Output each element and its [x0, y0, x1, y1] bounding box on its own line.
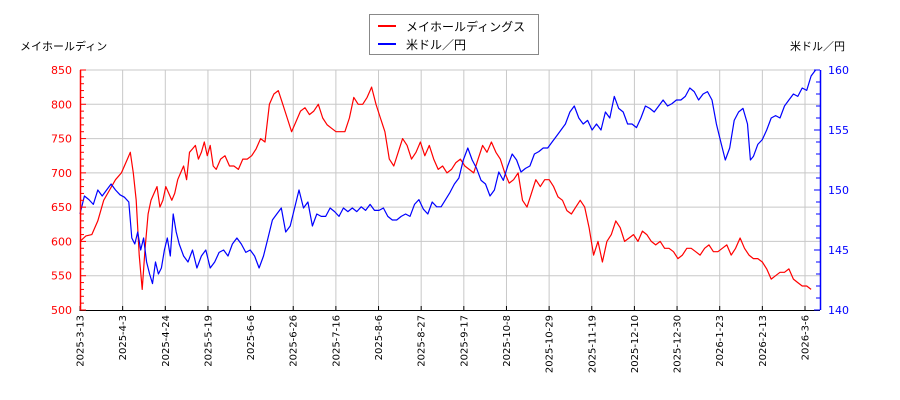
x-tick-label: 2025-8-6 — [374, 315, 385, 360]
x-tick-label: 2025-10-8 — [502, 315, 513, 367]
left-tick-label: 550 — [51, 270, 72, 283]
x-tick-label: 2025-8-27 — [417, 315, 428, 367]
legend-label-usdjpy: 米ドル／円 — [406, 37, 467, 52]
legend-item-stock: メイホールディングス — [378, 18, 525, 34]
x-tick-label: 2025-3-13 — [76, 315, 87, 367]
left-tick-label: 850 — [51, 64, 72, 77]
left-tick-label: 650 — [51, 201, 72, 214]
left-axis-title: メイホールディン — [20, 40, 108, 53]
x-tick-label: 2026-1-23 — [715, 315, 726, 367]
series-line-stock — [79, 86, 812, 290]
x-tick-label: 2025-6-26 — [289, 315, 300, 367]
legend: メイホールディングス 米ドル／円 — [369, 14, 539, 55]
left-tick-label: 500 — [51, 304, 72, 317]
right-tick-label: 150 — [828, 184, 849, 197]
legend-item-usdjpy: 米ドル／円 — [378, 36, 466, 52]
left-tick-label: 700 — [51, 167, 72, 180]
x-tick-label: 2025-7-16 — [331, 315, 342, 367]
x-tick-label: 2025-6-6 — [246, 315, 257, 360]
x-tick-label: 2026-3-6 — [801, 315, 812, 360]
x-tick-label: 2025-5-19 — [203, 315, 214, 367]
left-tick-label: 750 — [51, 133, 72, 146]
x-tick-label: 2025-12-10 — [630, 315, 641, 373]
right-tick-label: 160 — [828, 64, 849, 77]
x-tick-label: 2025-11-19 — [587, 315, 598, 373]
x-tick-label: 2025-9-17 — [459, 315, 470, 367]
right-tick-label: 145 — [828, 244, 849, 257]
right-axis-title: 米ドル／円 — [790, 40, 845, 53]
legend-swatch-red — [378, 25, 396, 27]
x-tick-label: 2025-4-3 — [118, 315, 129, 360]
legend-swatch-blue — [378, 43, 396, 45]
series-lines — [79, 69, 817, 290]
legend-label-stock: メイホールディングス — [406, 19, 526, 34]
left-tick-label: 800 — [51, 98, 72, 111]
x-tick-label: 2025-10-29 — [545, 315, 556, 373]
x-tick-label: 2026-2-13 — [758, 315, 769, 367]
x-tick-label: 2025-12-30 — [673, 315, 684, 373]
series-line-usdjpy — [79, 69, 817, 285]
right-tick-label: 155 — [828, 124, 849, 137]
grid-lines — [80, 69, 820, 310]
left-tick-label: 600 — [51, 235, 72, 248]
axes: 2025-3-13 2025-4-3 2025-4-24 2025-5-19 2025-… — [51, 64, 849, 373]
x-tick-label: 2025-4-24 — [161, 315, 172, 367]
right-tick-label: 140 — [828, 304, 849, 317]
